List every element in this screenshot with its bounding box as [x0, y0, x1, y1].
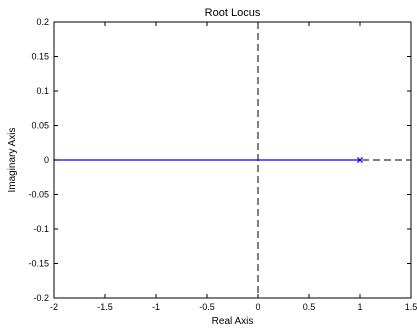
y-tick-label: -0.1 [33, 224, 49, 234]
y-tick-label: 0.2 [36, 17, 49, 27]
x-tick-label: -0.5 [199, 302, 215, 312]
axis-ticks: -2 -1.5 -1 -0.5 0 0.5 1 1.5 -0.2 -0.15 -0.1 -0.05 0 0… [28, 17, 417, 312]
x-tick-label: 1 [357, 302, 362, 312]
x-tick-label: 0 [255, 302, 260, 312]
x-tick-label: 0.5 [303, 302, 316, 312]
y-tick-label: 0.15 [31, 52, 49, 62]
y-tick-label: 0 [44, 155, 49, 165]
y-tick-label: 0.05 [31, 121, 49, 131]
x-tick-label: -1.5 [97, 302, 113, 312]
pole-marker [356, 156, 364, 164]
x-tick-label: 1.5 [405, 302, 417, 312]
chart-title: Root Locus [205, 7, 261, 19]
y-tick-label: 0.1 [36, 86, 49, 96]
pole-marker-stroke [356, 156, 364, 164]
x-tick-label: -1 [152, 302, 160, 312]
y-tick-label: -0.05 [28, 190, 49, 200]
pole-markers [356, 156, 364, 164]
y-tick-label: -0.2 [33, 293, 49, 303]
y-axis-label: Imaginary Axis [7, 127, 18, 192]
y-tick-label: -0.15 [28, 259, 49, 269]
x-axis-label: Real Axis [212, 316, 254, 327]
x-tick-label: -2 [50, 302, 58, 312]
